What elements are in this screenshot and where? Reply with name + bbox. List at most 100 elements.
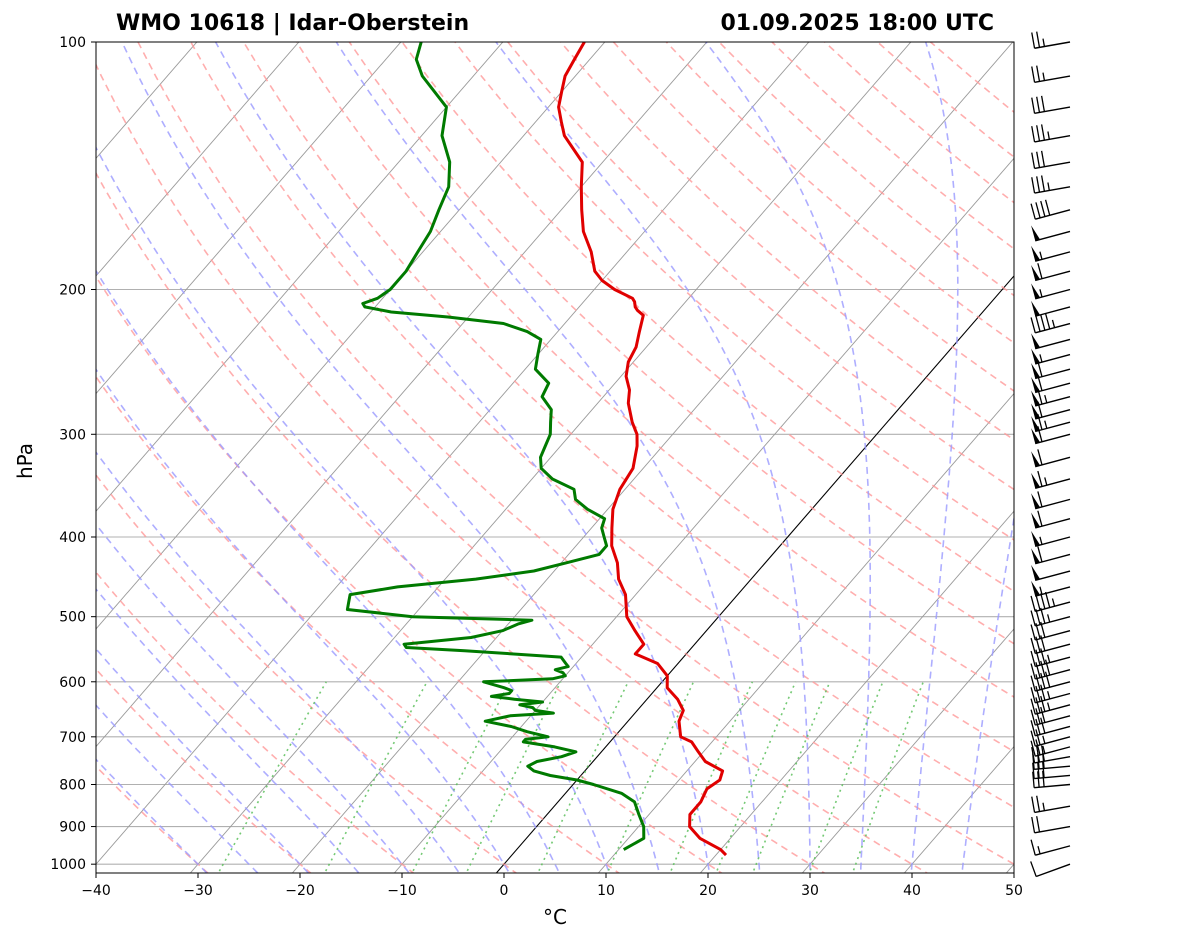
barb-full [1040,95,1046,112]
wind-barb [1030,635,1071,655]
wind-barb [1031,31,1071,49]
barb-half [1047,654,1051,663]
wind-barb [1030,729,1071,747]
dry-adiabat [137,42,1014,866]
dry-adiabat [559,42,1014,441]
moist-adiabat [910,42,959,873]
wind-barb [1031,795,1071,814]
barb-half [1047,702,1051,711]
barb-staff [1035,863,1071,878]
wind-barb [1030,839,1071,856]
barb-full [1035,674,1041,690]
barb-staff [1035,478,1071,489]
barb-full [1030,698,1036,715]
isotherm [189,42,912,873]
barb-full [1036,125,1041,142]
barb-half [1051,598,1056,607]
barb-full [1037,470,1043,487]
dry-adiabat [96,171,826,873]
barb-full [1036,816,1041,833]
barb-staff [1035,736,1071,747]
barb-full [1036,96,1041,113]
dry-adiabat [295,42,1014,698]
barb-staff [1034,825,1071,834]
chart-title-left: WMO 10618 | Idar-Oberstein [116,11,469,36]
barb-full [1031,152,1036,169]
y-tick-label: 700 [59,730,86,746]
isotherm [96,42,810,865]
barb-staff [1034,75,1071,83]
moist-adiabat [96,587,360,873]
dry-adiabat [96,667,312,873]
barb-staff [1035,715,1071,726]
y-axis: 100 200 300 400 500 600 700 800 900 1000 [50,35,96,873]
barb-full [1030,740,1036,757]
y-tick-label: 300 [59,427,86,443]
barb-pennant [1031,564,1041,581]
barb-full [1030,709,1036,726]
barb-full [1037,546,1043,563]
dry-adiabat [96,570,415,873]
dry-adiabat [190,42,1014,809]
barb-full [1032,771,1035,788]
barb-half [1039,354,1043,363]
barb-full [1040,717,1046,734]
barb-full [1040,593,1046,610]
barb-full [1030,839,1036,856]
barb-full [1035,609,1041,625]
wind-barb [1031,65,1071,83]
barb-full [1031,747,1036,764]
barb-pennant [1031,416,1041,432]
barb-full [1040,648,1046,665]
barb-pennant [1031,333,1041,349]
mixing-ratio-line [808,681,884,873]
barb-full [1030,624,1036,641]
barb-staff [1035,692,1071,704]
barb-full [1037,771,1040,788]
x-tick-label: −20 [285,883,315,899]
barb-staff [1034,755,1071,764]
y-tick-label: 900 [59,820,86,836]
barb-half [1044,420,1048,429]
barb-staff [1035,456,1071,468]
mixing-ratio-line [465,681,562,873]
barb-full [1030,730,1036,747]
barb-staff [1035,421,1071,433]
x-tick-label: 40 [903,883,921,899]
barb-staff [1035,656,1071,668]
barb-staff [1034,134,1071,143]
wind-barb [1031,816,1071,834]
barb-staff [1035,408,1071,420]
barb-pennant [1031,530,1041,547]
isotherm [291,42,1014,873]
isotherm [96,42,504,512]
barb-half [1042,735,1046,744]
barb-pennant [1031,283,1041,299]
barb-full [1030,637,1036,654]
dry-adiabat [96,275,724,873]
isotherm [96,42,606,630]
wind-barb [1031,580,1071,597]
wind-barb [1030,648,1071,668]
barb-staff [1035,368,1071,380]
barb-staff [1034,161,1071,170]
barb-pennant [1031,472,1041,489]
moist-adiabat [214,42,711,873]
barb-full [1030,595,1036,612]
zero-isotherm [495,275,1014,873]
barb-staff [1035,845,1071,856]
x-tick-label: −40 [81,883,111,899]
barb-staff [1035,681,1071,692]
barb-half [1044,477,1048,486]
barb-staff [1034,186,1071,194]
barb-full [1040,200,1046,217]
barb-full [1030,687,1036,703]
isotherm [1005,863,1014,873]
barb-full [1035,662,1041,678]
barb-full [1031,177,1036,194]
wind-barb [1031,225,1071,242]
barb-staff [1035,395,1071,407]
dry-adiabat [665,42,1014,344]
mixing-ratio-line [669,681,754,873]
barb-full [1035,594,1041,611]
